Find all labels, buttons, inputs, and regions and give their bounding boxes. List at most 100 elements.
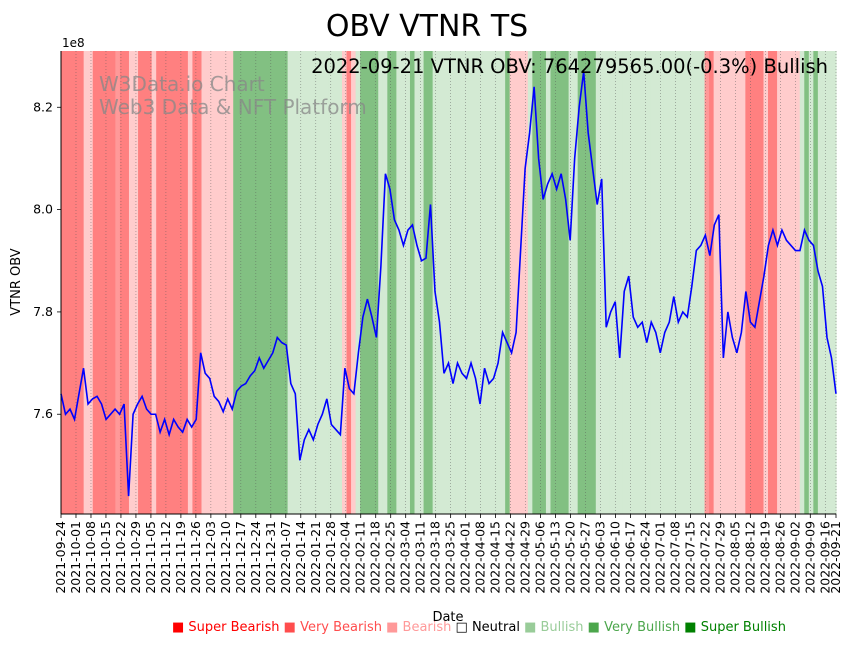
regime-band (527, 51, 533, 514)
regime-band (446, 51, 452, 514)
x-tick-label: 2022-06-03 (593, 521, 608, 594)
regime-band (763, 51, 769, 514)
regime-band (319, 51, 325, 514)
regime-band (441, 51, 447, 514)
regime-band (700, 51, 706, 514)
regime-band (369, 51, 375, 514)
regime-band (459, 51, 465, 514)
regime-band (364, 51, 370, 514)
regime-band (681, 51, 688, 514)
y-axis-label: VTNR OBV (9, 248, 24, 315)
x-tick-label: 2022-05-06 (533, 521, 548, 594)
regime-band (351, 51, 357, 514)
regime-band (147, 51, 153, 514)
x-tick-label: 2022-07-15 (682, 521, 697, 594)
regime-band (65, 51, 71, 514)
regime-band (622, 51, 629, 514)
x-tick-label: 2021-10-22 (113, 521, 128, 594)
regime-band (391, 51, 397, 514)
x-tick-label: 2022-08-12 (742, 521, 757, 594)
regime-band (813, 51, 819, 514)
x-tick-label: 2022-04-22 (503, 521, 518, 594)
x-tick-label: 2021-10-08 (83, 521, 98, 594)
regime-band (659, 51, 665, 514)
regime-band (169, 51, 175, 514)
regime-band (423, 51, 429, 514)
obv-series-line (60, 71, 837, 497)
regime-band (305, 51, 311, 514)
regime-band (242, 51, 248, 514)
regime-band (564, 51, 570, 514)
regime-band (749, 51, 756, 514)
regime-band (246, 51, 252, 514)
regime-band (178, 51, 184, 514)
regime-band (740, 51, 746, 514)
regime-band (468, 51, 475, 514)
y-tick-label: 8.0 (33, 202, 53, 217)
regime-band (274, 51, 280, 514)
x-tick-label: 2022-05-20 (563, 521, 578, 594)
regime-band (151, 51, 157, 514)
x-tick-label: 2021-11-26 (188, 521, 203, 594)
regime-band (106, 51, 112, 514)
regime-band (455, 51, 461, 514)
regime-band (373, 51, 379, 514)
regime-band (196, 51, 203, 514)
x-tick-label: 2021-12-17 (233, 521, 248, 594)
regime-band (201, 51, 207, 514)
regime-band (736, 51, 742, 514)
regime-band (156, 51, 162, 514)
x-tick-label: 2021-10-15 (98, 521, 113, 594)
regime-band (609, 51, 615, 514)
x-tick-label: 2022-03-18 (428, 521, 443, 594)
watermark: W3Data.io Chart Web3 Data & NFT Platform (99, 72, 367, 119)
regime-band (92, 51, 98, 514)
x-tick-label: 2022-09-09 (802, 521, 817, 594)
regime-band (160, 51, 166, 514)
regime-band (663, 51, 669, 514)
x-tick-label: 2022-01-28 (323, 521, 338, 594)
regime-band (690, 51, 697, 514)
regime-band (600, 51, 606, 514)
axes (60, 51, 836, 515)
regime-band (727, 51, 733, 514)
regime-band (187, 51, 194, 514)
regime-band (360, 51, 366, 514)
regime-band (323, 51, 329, 514)
y-offset-label: 1e8 (62, 36, 85, 50)
x-tick-label: 2022-04-08 (473, 521, 488, 594)
regime-band (405, 51, 411, 514)
regime-band (514, 51, 520, 514)
x-tick-label: 2022-01-07 (278, 521, 293, 594)
regime-band (192, 51, 198, 514)
regime-band (758, 51, 765, 514)
regime-band (387, 51, 393, 514)
x-tick-label: 2022-09-21 (828, 521, 843, 594)
x-tick-label: 2022-09-16 (817, 521, 832, 594)
legend-neutral: □ Neutral (455, 620, 520, 635)
regime-band (582, 51, 588, 514)
x-tick-label: 2021-12-31 (263, 521, 278, 594)
regime-band (568, 51, 574, 514)
regime-band (237, 51, 243, 514)
x-tick-label: 2022-08-26 (772, 521, 787, 594)
regime-band (119, 51, 126, 514)
regime-band (482, 51, 488, 514)
regime-band (536, 51, 543, 514)
regime-band (215, 51, 221, 514)
regime-band (500, 51, 506, 514)
vertical-gridlines (60, 51, 837, 514)
regime-band (591, 51, 597, 514)
x-ticks: 2021-09-24 2021-10-01 2021-10-08 2021-10-15… (53, 514, 843, 594)
regime-band (79, 51, 85, 514)
x-tick-label: 2022-07-22 (697, 521, 712, 594)
x-tick-label: 2022-01-21 (308, 521, 323, 594)
chart-title: OBV VTNR TS (326, 9, 528, 44)
regime-band (573, 51, 579, 514)
watermark-line-1: W3Data.io Chart (99, 72, 265, 96)
legend-bearish: ■ Bearish (386, 620, 452, 635)
x-tick-label: 2022-04-01 (458, 521, 473, 594)
regime-band (804, 51, 810, 514)
x-tick-label: 2022-02-25 (383, 521, 398, 594)
regime-band (518, 51, 524, 514)
